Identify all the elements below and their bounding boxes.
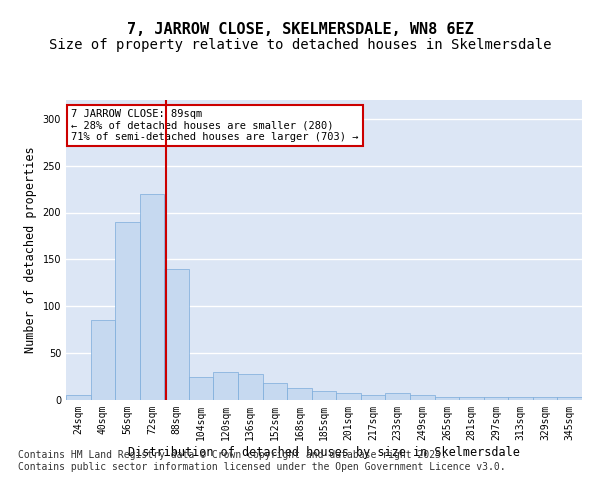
Bar xyxy=(557,397,582,400)
Bar xyxy=(238,374,263,400)
Bar xyxy=(484,397,508,400)
Bar xyxy=(91,320,115,400)
Bar xyxy=(410,396,434,400)
Bar xyxy=(533,397,557,400)
Bar xyxy=(434,397,459,400)
Bar xyxy=(140,194,164,400)
Bar xyxy=(287,388,312,400)
Bar xyxy=(459,397,484,400)
Text: Contains HM Land Registry data © Crown copyright and database right 2025.
Contai: Contains HM Land Registry data © Crown c… xyxy=(18,450,506,471)
Text: 7 JARROW CLOSE: 89sqm
← 28% of detached houses are smaller (280)
71% of semi-det: 7 JARROW CLOSE: 89sqm ← 28% of detached … xyxy=(71,109,359,142)
Bar xyxy=(214,372,238,400)
Bar xyxy=(66,396,91,400)
Bar xyxy=(189,376,214,400)
X-axis label: Distribution of detached houses by size in Skelmersdale: Distribution of detached houses by size … xyxy=(128,446,520,458)
Text: Size of property relative to detached houses in Skelmersdale: Size of property relative to detached ho… xyxy=(49,38,551,52)
Bar xyxy=(336,392,361,400)
Bar xyxy=(115,222,140,400)
Bar xyxy=(508,397,533,400)
Bar xyxy=(385,392,410,400)
Text: 7, JARROW CLOSE, SKELMERSDALE, WN8 6EZ: 7, JARROW CLOSE, SKELMERSDALE, WN8 6EZ xyxy=(127,22,473,38)
Bar xyxy=(164,269,189,400)
Bar xyxy=(312,390,336,400)
Y-axis label: Number of detached properties: Number of detached properties xyxy=(24,146,37,354)
Bar xyxy=(361,396,385,400)
Bar xyxy=(263,383,287,400)
